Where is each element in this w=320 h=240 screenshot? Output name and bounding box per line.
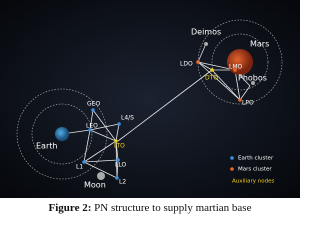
caption-label: Figure 2: xyxy=(48,202,92,214)
node-label: GEO xyxy=(87,101,100,108)
deimos-moon xyxy=(204,42,208,46)
node-label: LPO xyxy=(242,100,254,107)
legend-label: Mars cluster xyxy=(238,167,272,173)
aux-nodes xyxy=(114,68,214,143)
legend-label: Earth cluster xyxy=(238,156,274,162)
node-label: LEO xyxy=(86,123,98,130)
earth-planet xyxy=(55,127,69,141)
legend-label: Auxiliary nodes xyxy=(232,179,274,185)
planet-label: Deimos xyxy=(191,28,221,37)
space-background xyxy=(0,0,300,198)
moon-planet xyxy=(97,172,105,180)
earth-nodes xyxy=(82,108,121,180)
node-label: L2 xyxy=(119,179,126,186)
figure-image: Earth Moon Mars Deimos Phobos GEO LEO L4… xyxy=(0,0,300,198)
caption: Figure 2: PN structure to supply martian… xyxy=(0,202,300,214)
node-label: LMO xyxy=(229,64,243,71)
phobos-moon xyxy=(251,81,255,85)
legend-marker xyxy=(230,167,234,171)
planet-label: Moon xyxy=(84,181,106,190)
orbits xyxy=(16,19,283,180)
node-label: DTO xyxy=(205,75,218,82)
node-label: L4/S xyxy=(121,115,134,122)
planet-label: Mars xyxy=(250,40,269,49)
mars-nodes xyxy=(196,60,242,102)
caption-text: PN structure to supply martian base xyxy=(94,202,252,214)
mars-planet xyxy=(227,49,253,75)
planet-label: Phobos xyxy=(238,74,267,83)
node-label: LLO xyxy=(115,162,126,169)
page: {"figure": { "planets": {"earth": "Earth… xyxy=(0,0,300,214)
links xyxy=(61,45,251,179)
node-label: LTO xyxy=(114,143,125,150)
planet-label: Earth xyxy=(36,142,57,151)
legend-marker xyxy=(230,156,234,160)
node-label: LDO xyxy=(180,61,193,68)
node-label: L1 xyxy=(76,164,83,171)
